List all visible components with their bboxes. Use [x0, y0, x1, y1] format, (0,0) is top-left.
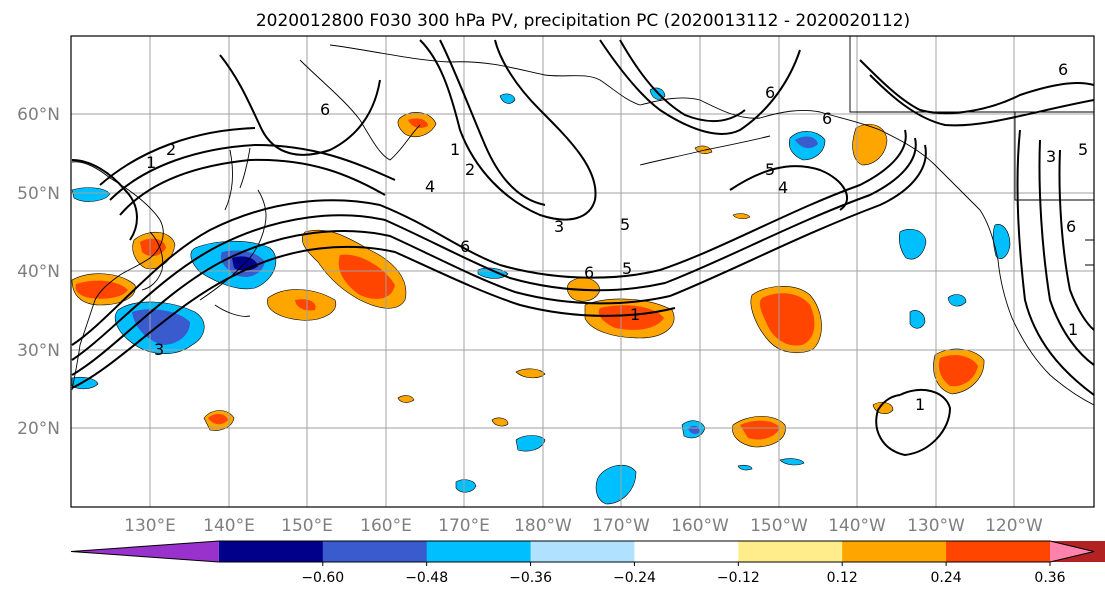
lon-label: 130°W — [907, 516, 965, 536]
pv-contours — [71, 39, 1094, 457]
lon-label: 170°W — [592, 516, 650, 536]
coast-kamchatka — [299, 59, 421, 161]
contour-label: 5 — [1078, 140, 1088, 159]
lon-label: 170°E — [438, 516, 490, 536]
map-frame — [70, 35, 1095, 508]
colorbar-segment — [946, 541, 1051, 562]
lon-label: 140°W — [828, 516, 886, 536]
precipitation-shading — [71, 87, 1011, 505]
lon-label: 150°E — [281, 516, 333, 536]
lon-label: 130°E — [124, 516, 176, 536]
lat-label: 50°N — [17, 184, 60, 204]
lat-label: 20°N — [17, 419, 60, 439]
contour-label: 2 — [166, 140, 176, 159]
colorbar-segment — [738, 541, 843, 562]
coast-korea — [141, 231, 164, 291]
colorbar-segment — [634, 541, 739, 562]
colorbar-tick-label: 0.24 — [931, 570, 962, 586]
contour-label: 4 — [425, 177, 435, 196]
colorbar-segment — [842, 541, 947, 562]
contour-label: 6 — [822, 109, 832, 128]
contour-label: 6 — [320, 100, 330, 119]
colorbar-tick-label: −0.36 — [509, 570, 552, 586]
contour-label: 4 — [778, 178, 788, 197]
contour-label: 5 — [765, 160, 775, 179]
lon-label: 150°W — [750, 516, 808, 536]
contour-label: 1 — [630, 305, 640, 324]
colorbar-outline — [70, 540, 1095, 563]
latitude-labels: 60°N 50°N 40°N 30°N 20°N — [17, 105, 60, 439]
longitude-labels: 130°E 140°E 150°E 160°E 170°E 180°W 170°… — [124, 516, 1043, 536]
colorbar-tick-label: −0.12 — [717, 570, 760, 586]
coast-alaska — [639, 97, 981, 211]
lon-label: 160°W — [671, 516, 729, 536]
colorbar-segment — [218, 541, 324, 562]
colorbar-segment — [530, 541, 635, 562]
coast-sakhalin — [239, 147, 251, 189]
contour-label: 5 — [620, 215, 630, 234]
contour-label: 5 — [622, 259, 632, 278]
graticule — [71, 36, 1094, 507]
coast-aleutians — [639, 135, 771, 166]
lat-label: 30°N — [17, 341, 60, 361]
colorbar-segment — [322, 541, 428, 562]
contour-label: 6 — [584, 263, 594, 282]
contour-label: 3 — [1046, 147, 1056, 166]
lon-label: 140°E — [203, 516, 255, 536]
colorbar-tick-label: −0.48 — [405, 570, 448, 586]
map-area: 1 2 6 1 2 4 6 3 5 6 5 1 6 6 5 4 6 3 5 6 … — [71, 36, 1094, 507]
pv-contour-labels: 1 2 6 1 2 4 6 3 5 6 5 1 6 6 5 4 6 3 5 6 … — [146, 60, 1088, 414]
figure-title: 2020012800 F030 300 hPa PV, precipitatio… — [256, 11, 910, 31]
lon-label: 180°W — [514, 516, 572, 536]
colorbar-tick-label: −0.24 — [613, 570, 656, 586]
contour-label: 6 — [460, 237, 470, 256]
precip-positive-alaska — [852, 124, 888, 166]
contour-label: 3 — [154, 340, 164, 359]
coast-siberia — [329, 44, 641, 106]
colorbar-extension-min — [71, 541, 219, 562]
contour-label: 1 — [915, 395, 925, 414]
coastlines — [71, 36, 1094, 406]
colorbar: −0.60−0.48−0.36−0.24−0.120.120.240.360.4… — [70, 540, 1105, 586]
colorbar-tick-label: 0.12 — [827, 570, 858, 586]
contour-label: 6 — [1058, 60, 1068, 79]
coast-asia — [71, 161, 164, 391]
colorbar-extension-max — [1050, 541, 1094, 562]
contour-label: 1 — [1068, 320, 1078, 339]
contour-label: 6 — [765, 83, 775, 102]
colorbar-tick-label: 0.36 — [1034, 570, 1065, 586]
contour-label: 6 — [1066, 217, 1076, 236]
colorbar-segment — [426, 541, 532, 562]
contour-label: 3 — [554, 217, 564, 236]
lon-label: 160°E — [360, 516, 412, 536]
lat-label: 40°N — [17, 262, 60, 282]
colorbar-tick-label: −0.60 — [301, 570, 344, 586]
contour-label: 2 — [465, 160, 475, 179]
contour-label: 1 — [450, 140, 460, 159]
contour-label: 1 — [146, 153, 156, 172]
lon-label: 120°W — [985, 516, 1043, 536]
coast-northamerica — [979, 209, 1094, 406]
lat-label: 60°N — [17, 105, 60, 125]
